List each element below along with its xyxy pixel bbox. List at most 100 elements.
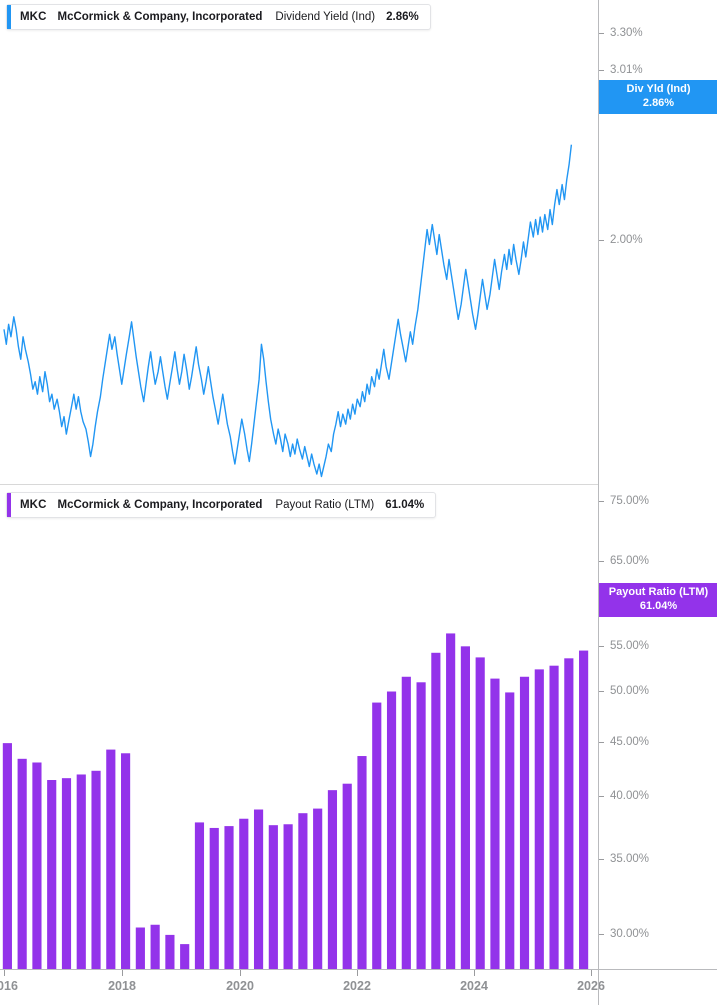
payout-ratio-bar <box>431 652 441 969</box>
legend-dividend-yield[interactable]: MKC McCormick & Company, Incorporated Di… <box>6 4 431 30</box>
payout-ratio-bar <box>180 944 190 969</box>
dividend-yield-line-svg <box>3 144 573 478</box>
payout-ratio-bar <box>209 827 219 969</box>
payout-ratio-bar <box>519 676 530 969</box>
legend-payout-ratio[interactable]: MKC McCormick & Company, Incorporated Pa… <box>6 492 437 518</box>
tick-mark <box>599 560 604 562</box>
legend-metric-name: Dividend Yield (Ind) <box>275 11 376 23</box>
dividend-yield-plot[interactable] <box>0 0 598 484</box>
payout-ratio-panel <box>0 485 598 969</box>
payout-ratio-bar <box>534 669 544 969</box>
payout-ratio-bar <box>106 749 116 969</box>
tick-mark <box>599 858 604 860</box>
dividend-yield-line <box>3 144 573 478</box>
payout-ratio-bar <box>549 665 559 969</box>
axis-tick-label: 3.30% <box>610 27 643 39</box>
dividend-yield-panel <box>0 0 598 484</box>
time-tick-mark <box>591 970 592 976</box>
payout-ratio-bar <box>253 809 264 969</box>
axis-tick-label: 3.01% <box>610 64 643 76</box>
axis-badge-value: 2.86% <box>642 96 675 109</box>
legend-metric-value: 61.04% <box>385 499 425 511</box>
legend-ticker: MKC <box>20 11 47 23</box>
payout-ratio-bar <box>313 808 323 969</box>
payout-ratio-bar <box>239 818 249 969</box>
axis-corner <box>598 969 717 1005</box>
axis-tick-label: 35.00% <box>610 853 650 865</box>
tick-mark <box>599 239 604 241</box>
axis-tick: 65.00% <box>599 554 649 568</box>
time-axis-label: 2016 <box>0 979 18 993</box>
axis-tick-label: 65.00% <box>610 555 650 567</box>
axis-tick-label: 40.00% <box>610 790 650 802</box>
axis-tick: 50.00% <box>599 684 649 698</box>
payout-ratio-bar <box>342 783 352 969</box>
axis-tick: 40.00% <box>599 789 649 803</box>
payout-ratio-bar <box>165 934 175 969</box>
legend-metric-name: Payout Ratio (LTM) <box>275 499 375 511</box>
payout-ratio-bar <box>446 633 456 969</box>
tick-mark <box>599 795 604 797</box>
axis-tick-label: 30.00% <box>610 928 650 940</box>
tick-mark <box>599 500 604 502</box>
payout-ratio-bar <box>135 927 145 969</box>
time-tick-mark <box>122 970 123 976</box>
legend-ticker: MKC <box>20 499 47 511</box>
axis-tick-label: 50.00% <box>610 685 650 697</box>
time-axis-label: 2024 <box>460 979 488 993</box>
time-tick-mark <box>4 970 5 976</box>
time-axis-label: 2022 <box>343 979 371 993</box>
time-tick-mark <box>240 970 241 976</box>
payout-ratio-bar <box>386 691 397 969</box>
time-tick-mark <box>474 970 475 976</box>
payout-ratio-bar <box>283 824 293 969</box>
payout-ratio-bar <box>372 702 382 969</box>
legend-color-swatch-blue <box>7 5 11 29</box>
time-axis-label: 2020 <box>226 979 254 993</box>
current-payout-ratio-badge[interactable]: Payout Ratio (LTM) 61.04% <box>599 583 717 617</box>
axis-tick: 3.30% <box>599 26 643 40</box>
payout-ratio-bar <box>579 650 589 969</box>
axis-tick: 2.00% <box>599 233 643 247</box>
axis-tick: 35.00% <box>599 852 649 866</box>
payout-ratio-bar <box>224 826 234 969</box>
payout-ratio-bar <box>32 762 42 969</box>
tick-mark <box>599 69 604 71</box>
legend-company-name: McCormick & Company, Incorporated <box>57 11 263 23</box>
payout-ratio-bar <box>121 753 131 969</box>
price-axis[interactable]: 3.30%3.01%2.72%2.00%75.00%65.00%55.00%50… <box>598 0 717 969</box>
time-tick-mark <box>357 970 358 976</box>
axis-tick: 45.00% <box>599 735 649 749</box>
payout-ratio-bar <box>150 924 160 969</box>
payout-ratio-plot[interactable] <box>0 485 598 969</box>
payout-ratio-bar <box>298 813 308 969</box>
current-dividend-yield-badge[interactable]: Div Yld (Ind) 2.86% <box>599 80 717 114</box>
payout-ratio-bar <box>47 780 57 969</box>
axis-tick-label: 55.00% <box>610 640 650 652</box>
time-axis-label: 2018 <box>108 979 136 993</box>
legend-company-name: McCormick & Company, Incorporated <box>57 499 263 511</box>
axis-tick-label: 75.00% <box>610 495 650 507</box>
axis-tick: 3.01% <box>599 63 643 77</box>
time-axis[interactable]: 2016 2018 2020 2022 2024 2026 <box>0 969 717 1005</box>
time-axis-label: 2026 <box>577 979 605 993</box>
payout-ratio-bar <box>268 825 278 969</box>
panel-divider <box>0 484 598 485</box>
axis-badge-label: Payout Ratio (LTM) <box>608 586 709 598</box>
axis-tick-label: 2.00% <box>610 234 643 246</box>
payout-ratio-bar <box>475 657 485 969</box>
payout-ratio-bar <box>91 770 101 969</box>
tick-mark <box>599 32 604 34</box>
axis-tick: 30.00% <box>599 927 649 941</box>
payout-ratio-bar-svg <box>2 633 589 969</box>
tick-mark <box>599 933 604 935</box>
payout-ratio-bar <box>76 774 86 969</box>
payout-ratio-bar <box>2 743 12 969</box>
axis-tick: 75.00% <box>599 494 649 508</box>
payout-ratio-bar <box>416 682 426 969</box>
payout-ratio-bar <box>17 758 27 969</box>
payout-ratio-bar <box>564 658 574 969</box>
tick-mark <box>599 645 604 647</box>
tick-mark <box>599 741 604 743</box>
